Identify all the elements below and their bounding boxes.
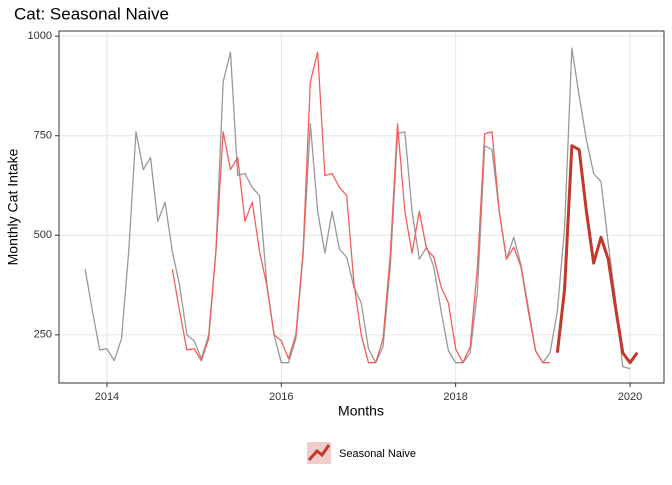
plot-border [58,30,665,384]
y-tick-label: 500 [34,229,52,241]
y-tick-label: 250 [34,329,52,341]
x-tick-label: 2020 [618,391,642,403]
y-tick-label: 1000 [28,30,52,42]
x-tick-label: 2014 [95,391,119,403]
series-line [555,144,639,365]
x-tick-label: 2018 [443,391,467,403]
y-tick-label: 750 [34,130,52,142]
legend-label: Seasonal Naive [339,448,416,460]
series-line [171,51,551,364]
x-axis-title: Months [338,403,384,419]
legend-key-line [307,444,331,461]
x-tick-label: 2016 [269,391,293,403]
chart-title: Cat: Seasonal Naive [14,4,169,23]
y-axis-title: Monthly Cat Intake [5,148,21,265]
